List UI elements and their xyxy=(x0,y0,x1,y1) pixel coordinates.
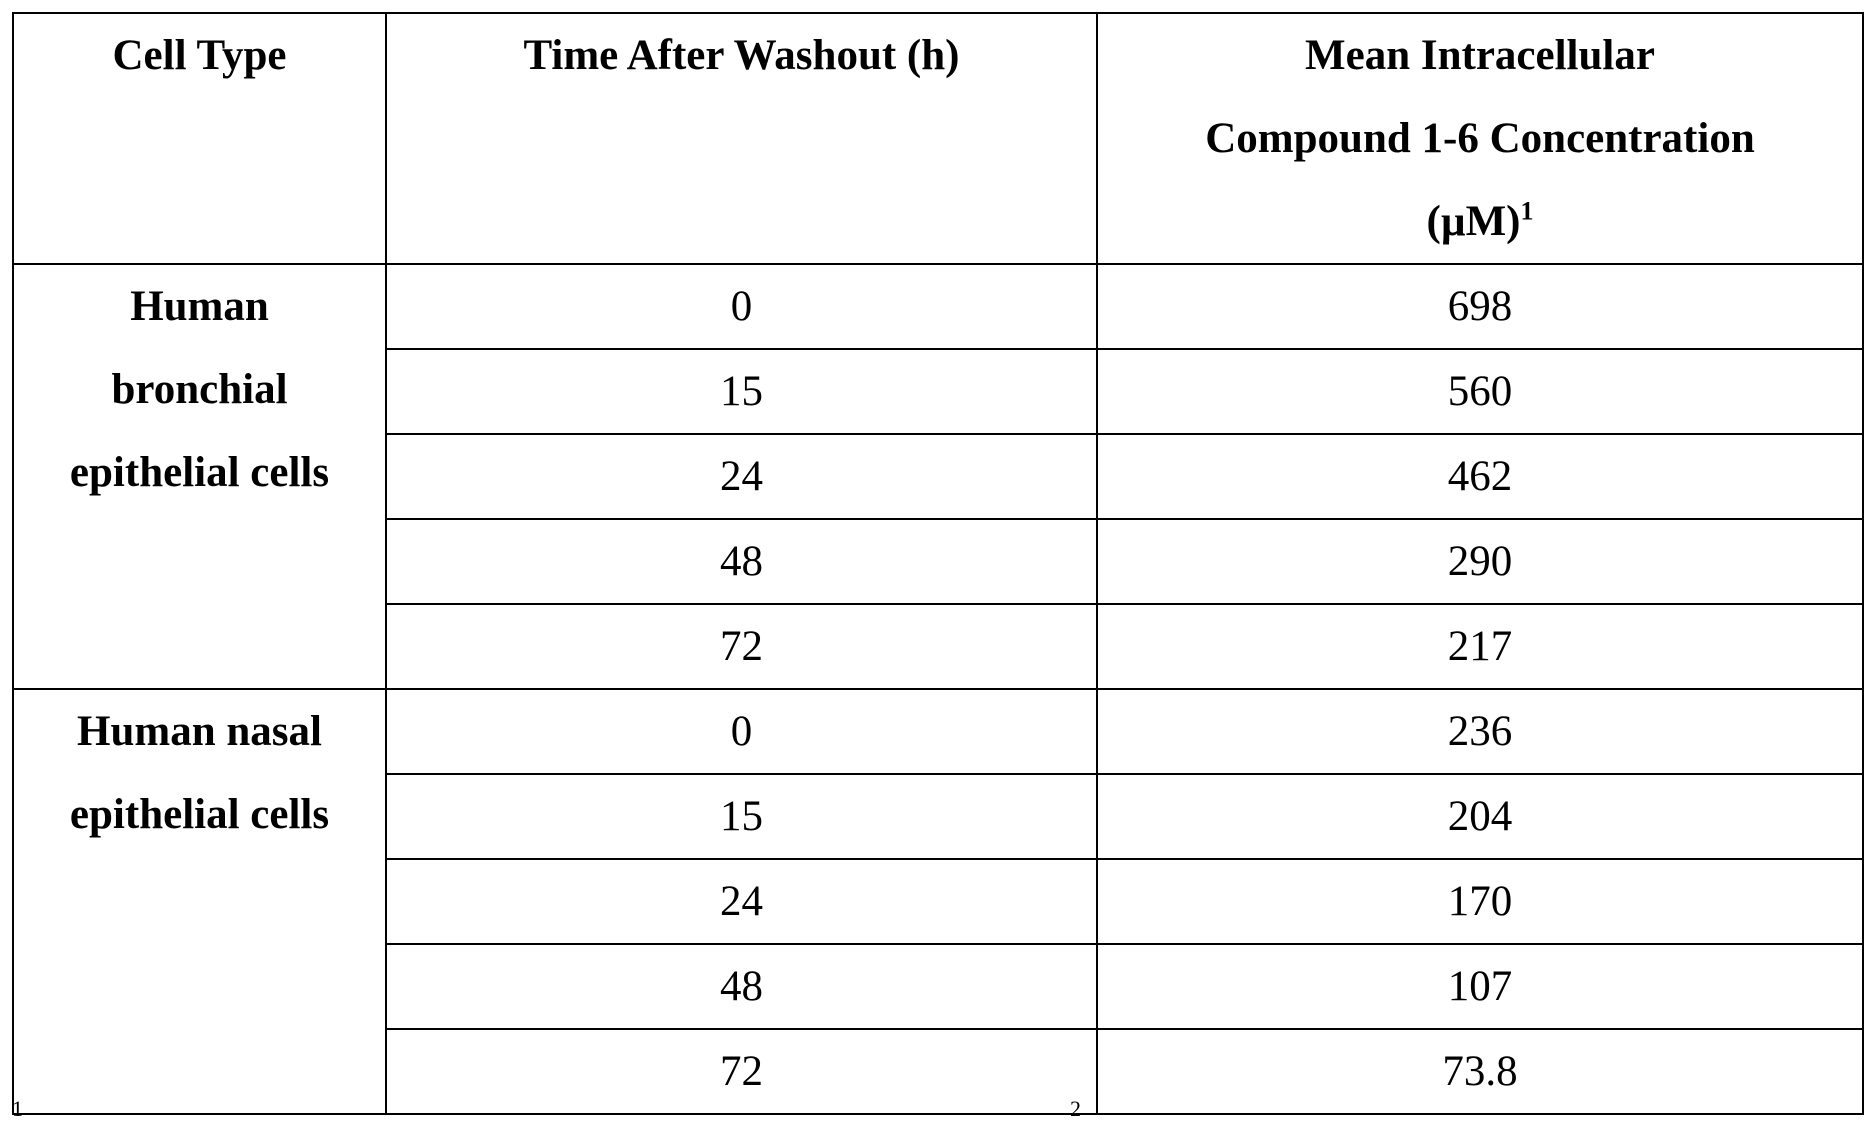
table-row: 48 290 xyxy=(13,518,1864,605)
concentration-cell: 462 xyxy=(1096,433,1864,520)
cell-type-bronchial: Human bronchial epithelial cells xyxy=(12,263,387,690)
cell-type-line: Human xyxy=(130,283,269,330)
time-cell: 72 xyxy=(385,603,1098,690)
concentration-cell: 170 xyxy=(1096,858,1864,945)
time-cell: 0 xyxy=(385,688,1098,775)
table-row: 24 170 xyxy=(13,858,1864,945)
table-header: Cell Type Time After Washout (h) Mean In… xyxy=(12,12,1864,265)
table-row: Human nasal epithelial cells 0 236 xyxy=(12,688,1864,1115)
table-row: 24 462 xyxy=(13,433,1864,520)
concentration-cell: 217 xyxy=(1096,603,1864,690)
time-cell: 48 xyxy=(385,943,1098,1030)
time-cell: 15 xyxy=(385,773,1098,860)
time-cell: 72 xyxy=(385,1028,1098,1115)
cell-type-line: bronchial xyxy=(111,366,288,413)
header-row: Cell Type Time After Washout (h) Mean In… xyxy=(12,12,1864,265)
footnote-mark-middle: 2 xyxy=(1070,1096,1081,1121)
header-time: Time After Washout (h) xyxy=(385,12,1098,265)
concentration-cell: 290 xyxy=(1096,518,1864,605)
time-cell: 15 xyxy=(385,348,1098,435)
header-concentration: Mean Intracellular Compound 1-6 Concentr… xyxy=(1096,12,1864,265)
concentration-cell: 236 xyxy=(1096,688,1864,775)
header-concentration-line2: Compound 1-6 Concentration xyxy=(1205,115,1755,162)
header-concentration-line3: (µM) xyxy=(1426,198,1521,245)
table-row: 15 204 xyxy=(13,773,1864,860)
concentration-cell: 204 xyxy=(1096,773,1864,860)
cell-type-line: Human nasal xyxy=(77,708,322,755)
time-cell: 48 xyxy=(385,518,1098,605)
table-row: 48 107 xyxy=(13,943,1864,1030)
footnote-reference: 1 xyxy=(1520,196,1534,226)
table-row: 15 560 xyxy=(13,348,1864,435)
header-cell-type: Cell Type xyxy=(12,12,387,265)
concentration-cell: 73.8 xyxy=(1096,1028,1864,1115)
table-row: Human bronchial epithelial cells 0 698 xyxy=(12,263,1864,690)
table-row: 72 73.8 xyxy=(13,1028,1864,1115)
cell-type-nasal: Human nasal epithelial cells xyxy=(12,688,387,1115)
table-body: Human bronchial epithelial cells 0 698 1… xyxy=(12,263,1864,1115)
time-cell: 24 xyxy=(385,433,1098,520)
cell-type-line: epithelial cells xyxy=(69,449,330,496)
data-table: Cell Type Time After Washout (h) Mean In… xyxy=(12,12,1864,1115)
time-cell: 24 xyxy=(385,858,1098,945)
cell-type-line: epithelial cells xyxy=(69,791,330,838)
table-row: 72 217 xyxy=(13,603,1864,690)
concentration-cell: 560 xyxy=(1096,348,1864,435)
footnote-mark-left: 1 xyxy=(12,1096,23,1121)
concentration-cell: 698 xyxy=(1096,263,1864,350)
header-concentration-line1: Mean Intracellular xyxy=(1305,32,1655,79)
time-cell: 0 xyxy=(385,263,1098,350)
concentration-cell: 107 xyxy=(1096,943,1864,1030)
